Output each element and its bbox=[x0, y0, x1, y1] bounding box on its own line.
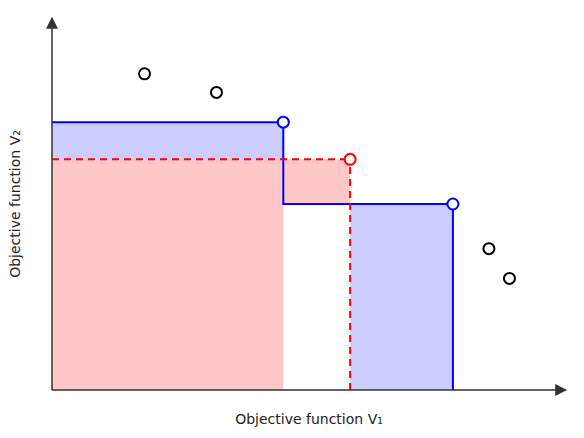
blue-region bbox=[350, 204, 453, 390]
red-guide bbox=[52, 158, 350, 160]
y-axis bbox=[51, 18, 53, 390]
point bbox=[447, 199, 458, 210]
plot-area bbox=[52, 68, 515, 390]
x-axis-label: Objective function V₁ bbox=[235, 411, 383, 427]
red-guide bbox=[349, 159, 351, 390]
point bbox=[504, 273, 515, 284]
point bbox=[139, 68, 150, 79]
red-region bbox=[283, 159, 350, 204]
point bbox=[278, 117, 289, 128]
chart-container: Objective function V₁ Objective function … bbox=[0, 0, 584, 438]
x-axis bbox=[52, 389, 566, 391]
y-axis-label: Objective function V₂ bbox=[7, 130, 23, 278]
point bbox=[483, 243, 494, 254]
chart: Objective function V₁ Objective function … bbox=[0, 0, 584, 438]
red-region bbox=[52, 159, 283, 390]
blue-region bbox=[52, 122, 283, 159]
point bbox=[211, 87, 222, 98]
point bbox=[345, 154, 356, 165]
blue-front-line bbox=[52, 122, 453, 390]
